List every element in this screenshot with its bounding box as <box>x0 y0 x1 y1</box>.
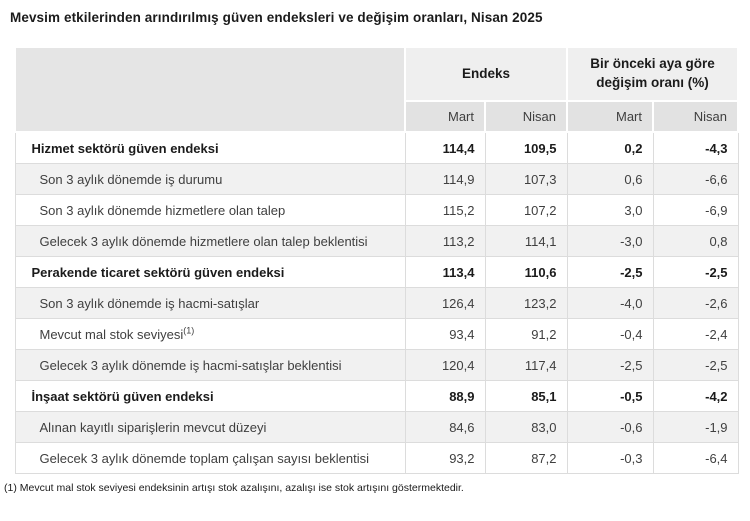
value-cell: 107,3 <box>484 163 568 195</box>
value-cell: 107,2 <box>484 194 568 226</box>
value-cell: 0,6 <box>566 163 654 195</box>
table-row: Alınan kayıtlı siparişlerin mevcut düzey… <box>14 411 739 443</box>
value-cell: -4,0 <box>566 287 654 319</box>
group-header-row: Endeks Bir önceki aya göre değişim oranı… <box>14 46 740 133</box>
table-row: İnşaat sektörü güven endeksi 88,9 85,1 -0,5… <box>14 380 739 412</box>
value-cell: -4,3 <box>652 131 739 164</box>
table-row: Hizmet sektörü güven endeksi 114,4 109,5 0,… <box>14 131 739 164</box>
value-cell: 88,9 <box>404 380 486 412</box>
value-cell: -1,9 <box>652 411 739 443</box>
row-label: Son 3 aylık dönemde iş durumu <box>14 163 406 195</box>
value-cell: -6,4 <box>652 442 739 474</box>
value-cell: 113,2 <box>404 225 486 257</box>
value-cell: 117,4 <box>484 349 568 381</box>
sub-header-row: Mart Nisan Mart Nisan <box>15 100 740 133</box>
value-cell: -2,5 <box>652 349 739 381</box>
row-label: Gelecek 3 aylık dönemde hizmetlere olan … <box>14 225 406 257</box>
column-group-change-rate: Bir önceki aya göre değişim oranı (%) <box>565 46 740 102</box>
table-row: Mevcut mal stok seviyesi(1) 93,4 91,2 -0,4-… <box>14 318 739 350</box>
subheader-change-mart: Mart <box>566 100 654 133</box>
value-cell: -2,6 <box>652 287 739 319</box>
row-label: Hizmet sektörü güven endeksi <box>14 131 406 164</box>
table-row: Gelecek 3 aylık dönemde toplam çalışan s… <box>14 442 739 474</box>
value-cell: 0,2 <box>566 131 654 164</box>
row-label: Son 3 aylık dönemde hizmetlere olan tale… <box>14 194 406 226</box>
table-row: Gelecek 3 aylık dönemde iş hacmi-satışla… <box>14 349 739 381</box>
page-title: Mevsim etkilerinden arındırılmış güven e… <box>10 10 543 25</box>
value-cell: -4,2 <box>652 380 739 412</box>
value-cell: -6,6 <box>652 163 739 195</box>
subheader-endeks-nisan: Nisan <box>484 100 568 133</box>
value-cell: 87,2 <box>484 442 568 474</box>
subheader-endeks-mart: Mart <box>404 100 486 133</box>
footnote-marker: (1) <box>183 325 195 336</box>
value-cell: 91,2 <box>484 318 568 350</box>
table-header: Endeks Bir önceki aya göre değişim oranı… <box>14 46 740 133</box>
column-group-endeks: Endeks <box>404 46 568 102</box>
value-cell: -0,3 <box>566 442 654 474</box>
table-body: Hizmet sektörü güven endeksi 114,4 109,5 0,… <box>14 131 739 474</box>
row-label: Alınan kayıtlı siparişlerin mevcut düzey… <box>14 411 406 443</box>
row-label: İnşaat sektörü güven endeksi <box>14 380 406 412</box>
row-label: Son 3 aylık dönemde iş hacmi-satışlar <box>14 287 406 319</box>
table-row: Gelecek 3 aylık dönemde hizmetlere olan … <box>14 225 739 257</box>
value-cell: 113,4 <box>404 256 486 288</box>
row-label: Gelecek 3 aylık dönemde iş hacmi-satışla… <box>14 349 406 381</box>
value-cell: 114,4 <box>404 131 486 164</box>
value-cell: 3,0 <box>566 194 654 226</box>
value-cell: -0,5 <box>566 380 654 412</box>
value-cell: 109,5 <box>484 131 568 164</box>
value-cell: 114,1 <box>484 225 568 257</box>
row-label: Mevcut mal stok seviyesi(1) <box>14 318 406 350</box>
value-cell: 93,2 <box>404 442 486 474</box>
value-cell: 0,8 <box>652 225 739 257</box>
value-cell: 115,2 <box>404 194 486 226</box>
confidence-index-table: Endeks Bir önceki aya göre değişim oranı… <box>14 46 740 474</box>
table-row: Son 3 aylık dönemde iş hacmi-satışlar 126… <box>14 287 739 319</box>
table-row: Perakende ticaret sektörü güven endeksi 1… <box>14 256 739 288</box>
value-cell: 83,0 <box>484 411 568 443</box>
value-cell: -2,4 <box>652 318 739 350</box>
value-cell: 114,9 <box>404 163 486 195</box>
footnote: (1) Mevcut mal stok seviyesi endeksinin … <box>4 482 464 494</box>
row-label-column-header <box>14 46 406 133</box>
value-cell: -6,9 <box>652 194 739 226</box>
value-cell: 84,6 <box>404 411 486 443</box>
value-cell: -0,4 <box>566 318 654 350</box>
value-cell: 85,1 <box>484 380 568 412</box>
table-row: Son 3 aylık dönemde iş durumu 114,9 107,3 0… <box>14 163 739 195</box>
value-cell: -2,5 <box>566 256 654 288</box>
value-cell: 126,4 <box>404 287 486 319</box>
value-cell: 123,2 <box>484 287 568 319</box>
value-cell: 110,6 <box>484 256 568 288</box>
row-label: Perakende ticaret sektörü güven endeksi <box>14 256 406 288</box>
subheader-change-nisan: Nisan <box>651 100 740 133</box>
value-cell: -3,0 <box>566 225 654 257</box>
row-label: Gelecek 3 aylık dönemde toplam çalışan s… <box>14 442 406 474</box>
table-row: Son 3 aylık dönemde hizmetlere olan tale… <box>14 194 739 226</box>
value-cell: -2,5 <box>566 349 654 381</box>
value-cell: -0,6 <box>566 411 654 443</box>
value-cell: -2,5 <box>652 256 739 288</box>
value-cell: 120,4 <box>404 349 486 381</box>
value-cell: 93,4 <box>404 318 486 350</box>
